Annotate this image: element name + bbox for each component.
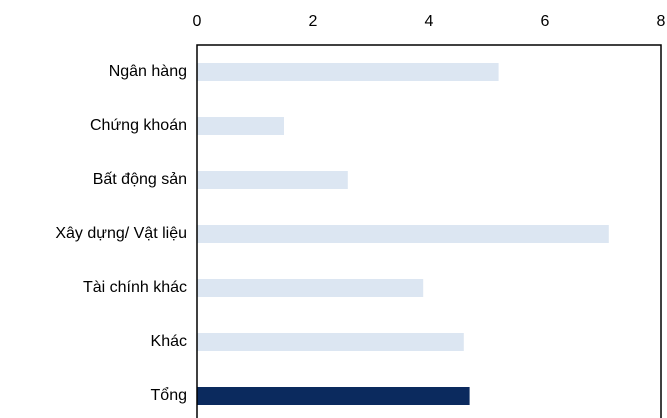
y-tick-label: Tài chính khác bbox=[83, 279, 187, 296]
y-tick-label: Khác bbox=[151, 333, 187, 350]
y-tick-label: Tổng bbox=[151, 386, 187, 404]
y-tick-label: Xây dựng/ Vật liệu bbox=[55, 225, 187, 242]
x-tick-label: 0 bbox=[193, 13, 202, 30]
y-tick-label: Chứng khoán bbox=[90, 117, 187, 134]
bar bbox=[197, 387, 470, 405]
bar bbox=[197, 333, 464, 351]
bar bbox=[197, 279, 424, 297]
x-tick-label: 6 bbox=[541, 13, 550, 30]
bar bbox=[197, 63, 499, 81]
y-tick-label: Ngân hàng bbox=[109, 63, 187, 80]
bar bbox=[197, 117, 284, 135]
bar bbox=[197, 171, 348, 189]
plot-frame bbox=[196, 44, 662, 418]
bar bbox=[197, 225, 609, 243]
y-tick-label: Bất động sản bbox=[93, 171, 187, 188]
x-tick-label: 2 bbox=[309, 13, 318, 30]
x-tick-label: 4 bbox=[425, 13, 434, 30]
x-tick-label: 8 bbox=[657, 13, 666, 30]
